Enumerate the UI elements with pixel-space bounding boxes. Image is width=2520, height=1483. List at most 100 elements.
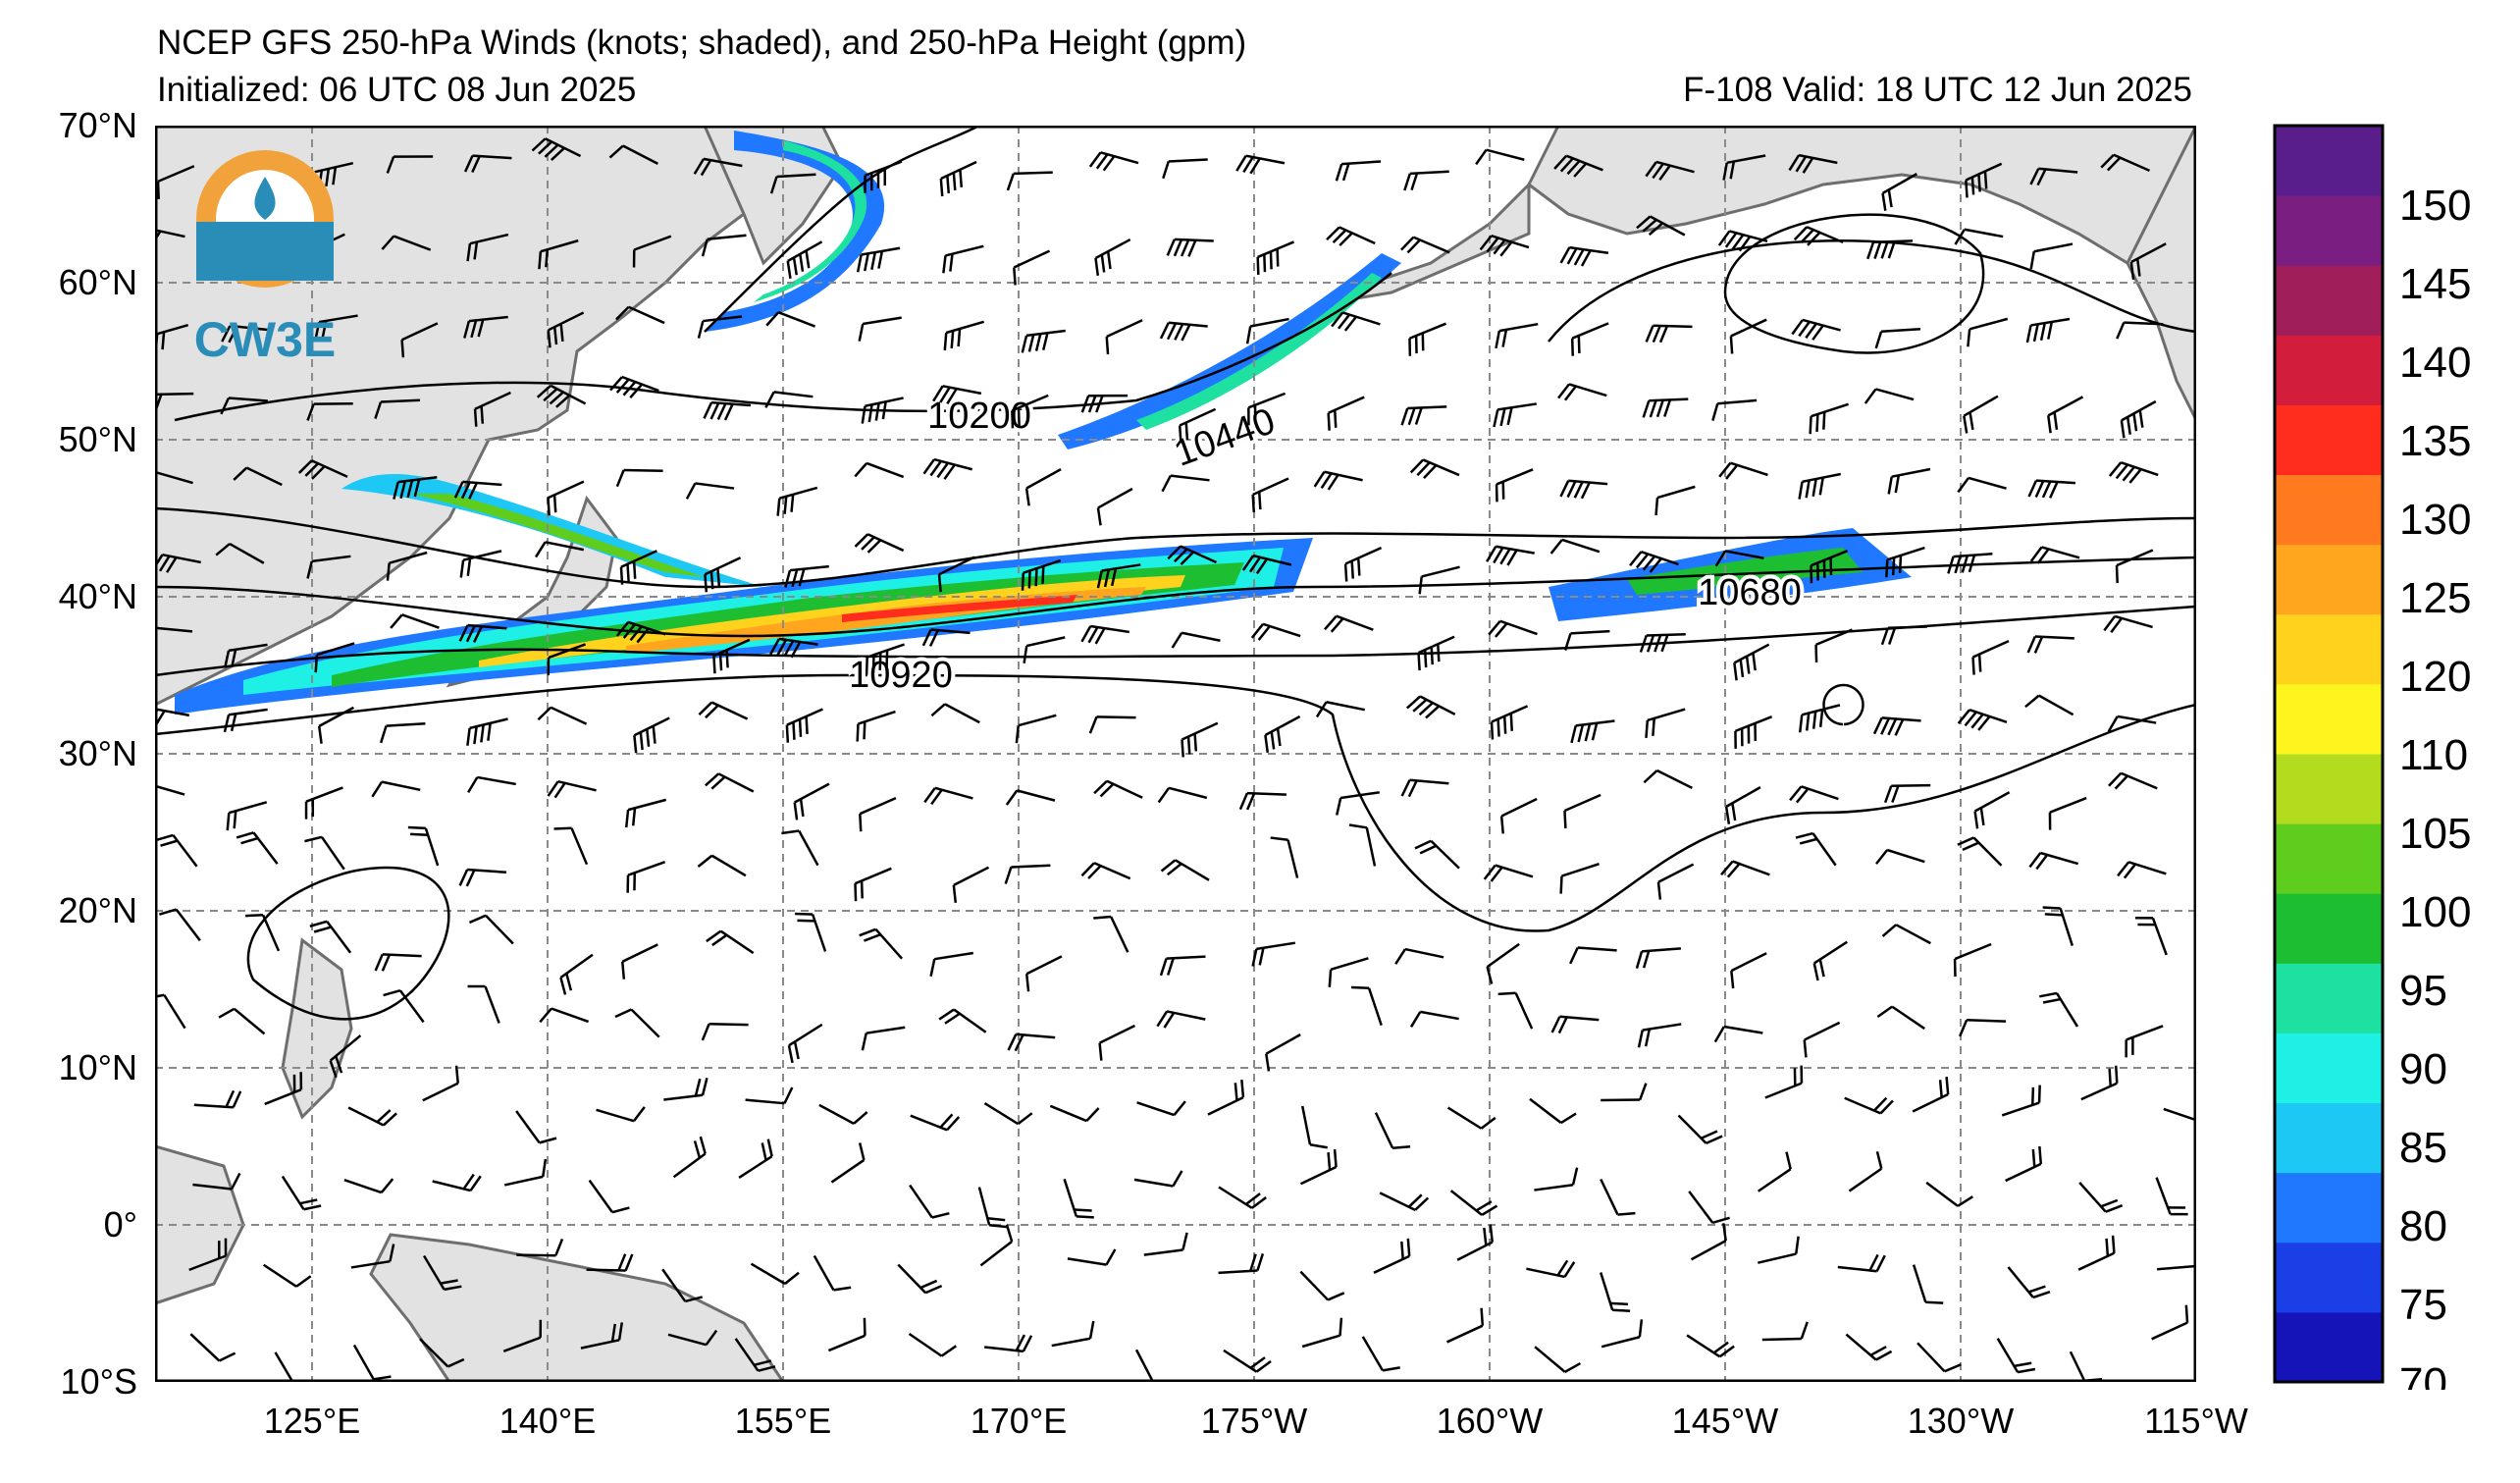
wind-barb-feather	[1245, 792, 1256, 811]
wind-barb-feather	[374, 401, 383, 419]
wind-barb-feather	[1880, 240, 1889, 259]
wind-barb-feather	[1337, 313, 1351, 330]
wind-barb-feather	[1925, 1300, 1944, 1304]
wind-barb-feather	[861, 405, 866, 424]
wind-barb	[1656, 485, 1696, 500]
wind-barb-feather	[2036, 548, 2050, 564]
wind-barb-feather	[554, 1239, 564, 1256]
wind-barb-feather	[1392, 1145, 1411, 1149]
wind-barb	[1916, 1342, 1946, 1373]
wind-barb-feather	[1095, 395, 1104, 413]
wind-barb-feather	[1499, 548, 1511, 565]
wind-barb-feather	[766, 1139, 773, 1157]
wind-barb-feather	[2036, 168, 2047, 186]
wind-barb-feather	[636, 627, 650, 644]
wind-barb-feather	[1181, 324, 1191, 342]
wind-barb	[1340, 791, 1380, 800]
wind-barb	[1097, 487, 1133, 509]
wind-barb-feather	[959, 169, 964, 187]
lat-label: 10°S	[61, 1361, 137, 1402]
wind-barb-feather	[1335, 163, 1343, 182]
wind-barb-feather	[2014, 1361, 2032, 1368]
wind-barb	[422, 1082, 459, 1102]
wind-barb-feather	[652, 725, 656, 744]
wind-barb-feather	[1898, 555, 1903, 573]
height-contours	[155, 126, 2196, 1021]
wind-barb-feather	[1088, 1320, 1095, 1340]
wind-barb	[1143, 1248, 1183, 1256]
wind-barb-feather	[776, 639, 788, 657]
wind-barb	[798, 829, 819, 867]
wind-barb	[1017, 789, 1056, 802]
wind-barb	[1730, 952, 1767, 973]
wind-barb-feather	[615, 305, 630, 321]
wind-barb-feather	[1795, 787, 1810, 804]
wind-barb-feather	[1563, 633, 1572, 651]
wind-barb	[1891, 1005, 1925, 1031]
wind-barb-feather	[1074, 1208, 1092, 1212]
wind-barb	[189, 1333, 221, 1362]
wind-barb-feather	[1088, 715, 1098, 734]
wind-barb-feather	[1965, 180, 1969, 198]
wind-barb	[157, 165, 195, 184]
wind-barb-feather	[2042, 906, 2061, 910]
wind-barb-feather	[458, 869, 469, 886]
wind-barb-feather	[539, 1137, 557, 1144]
wind-barb-feather	[393, 481, 399, 500]
wind-barb	[503, 1175, 544, 1187]
wind-barb-feather	[1793, 226, 1809, 241]
wind-barb-feather	[854, 462, 868, 478]
wind-barb-feather	[466, 243, 472, 262]
wind-barb	[1299, 1270, 1330, 1301]
wind-barb-feather	[1350, 560, 1355, 579]
wind-barb-feather	[1550, 1016, 1561, 1033]
wind-barb-feather	[765, 311, 780, 327]
wind-barb-feather	[161, 332, 166, 350]
wind-barb-feather	[2029, 546, 2043, 562]
wind-barb	[1067, 1257, 1107, 1266]
wind-barb-feather	[1868, 1253, 1879, 1272]
contour-line	[1548, 238, 2196, 343]
wind-barb-feather	[805, 250, 811, 269]
wind-barb-feather	[1173, 238, 1183, 257]
wind-barb-feather	[1570, 725, 1577, 744]
wind-barb-feather	[1328, 969, 1333, 987]
wind-barb-feather	[231, 1172, 241, 1191]
wind-barb-feather	[860, 880, 864, 899]
contour-line	[1822, 683, 1864, 726]
wind-barb	[1170, 474, 1210, 482]
wind-barb-feather	[1502, 715, 1507, 734]
wind-barb	[695, 482, 735, 490]
wind-barb-feather	[304, 835, 323, 843]
wind-barb-feather	[1405, 695, 1422, 710]
wind-barb-feather	[1270, 836, 1288, 841]
wind-barb-feather	[701, 1078, 709, 1096]
wind-barb	[1486, 148, 1525, 161]
wind-barb	[1534, 1183, 1574, 1192]
wind-barb-feather	[1559, 480, 1570, 498]
wind-barb-feather	[1739, 659, 1745, 678]
wind-barb	[233, 1007, 266, 1035]
wind-barb-feather	[2027, 1285, 2046, 1294]
wind-barb	[709, 1022, 749, 1027]
wind-barb-feather	[1642, 399, 1651, 418]
wind-barb-feather	[559, 977, 567, 995]
wind-barb-feather	[952, 884, 958, 903]
wind-barb	[707, 234, 747, 241]
wind-barb-feather	[374, 953, 384, 972]
wind-barb-feather	[1875, 1150, 1883, 1170]
wind-barb-feather	[615, 378, 630, 394]
wind-barb-feather	[1096, 507, 1102, 526]
colorbar-tick: 135	[2399, 417, 2471, 465]
wind-barb-feather	[1490, 866, 1503, 882]
wind-barb	[2157, 1264, 2196, 1271]
wind-barb-feather	[381, 235, 395, 250]
wind-barb	[2116, 549, 2154, 567]
colorbar-tick: 80	[2399, 1202, 2447, 1250]
wind-barb	[710, 854, 747, 877]
wind-barb-feather	[1944, 1363, 1962, 1373]
wind-barb-feather	[1382, 1366, 1400, 1372]
wind-barb	[1133, 1178, 1174, 1188]
colorbar-swatch	[2275, 544, 2383, 615]
wind-barb	[419, 1338, 449, 1368]
